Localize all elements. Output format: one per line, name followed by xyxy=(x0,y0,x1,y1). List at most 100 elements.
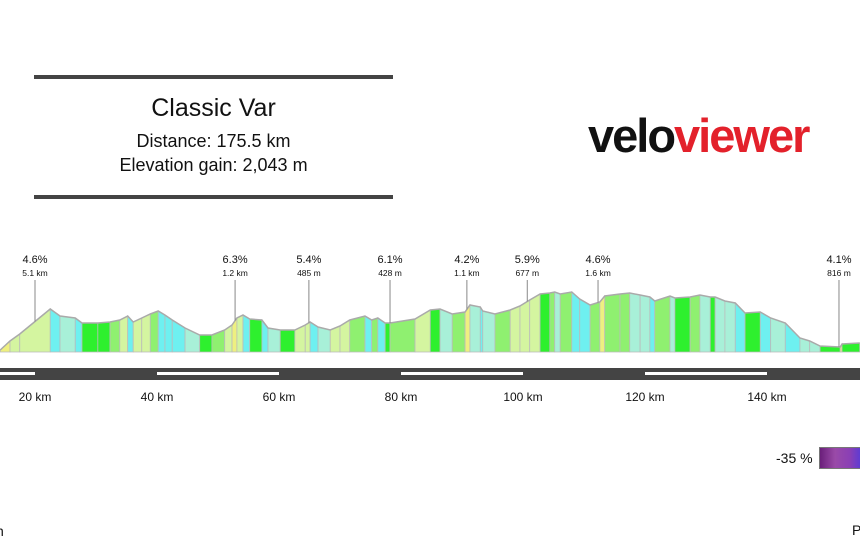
header-top-rule xyxy=(34,75,393,79)
profile-segment xyxy=(549,291,556,353)
profile-segment xyxy=(604,293,621,353)
x-tick-label: 120 km xyxy=(625,390,664,404)
climb-gradient-label: 6.1% xyxy=(377,254,402,266)
climb-length-label: 5.1 km xyxy=(22,268,48,278)
x-tick-label: 40 km xyxy=(141,390,174,404)
climb-length-label: 677 m xyxy=(515,268,539,278)
profile-segment xyxy=(414,309,431,353)
profile-segment xyxy=(784,322,801,353)
climb-gradient-label: 4.6% xyxy=(22,254,47,266)
climb-gradient-label: 4.2% xyxy=(454,254,479,266)
profile-segment xyxy=(97,321,111,353)
profile-segment xyxy=(529,293,541,353)
profile-segment xyxy=(714,296,726,353)
profile-segment xyxy=(482,310,496,353)
x-tick-label: 100 km xyxy=(503,390,542,404)
legend-gradient-bar xyxy=(819,447,860,469)
profile-segment xyxy=(699,294,711,353)
profile-segment xyxy=(119,315,129,353)
profile-segment xyxy=(689,294,701,353)
climb-gradient-label: 5.4% xyxy=(296,254,321,266)
profile-segment xyxy=(364,315,373,353)
climb-gradient-label: 4.6% xyxy=(585,254,610,266)
distance-bar-segment xyxy=(157,372,279,375)
profile-segment xyxy=(59,315,76,353)
profile-segment xyxy=(132,317,143,353)
profile-segment xyxy=(539,292,551,353)
profile-segment xyxy=(629,292,641,353)
profile-segment xyxy=(429,308,441,353)
profile-segment xyxy=(509,305,521,353)
climb-gradient-label: 5.9% xyxy=(515,254,540,266)
profile-segment xyxy=(770,317,786,353)
climb-gradient-label: 4.1% xyxy=(826,254,851,266)
profile-segment xyxy=(267,327,281,353)
profile-segment xyxy=(669,295,676,353)
climb-length-label: 1.6 km xyxy=(585,268,611,278)
profile-segment xyxy=(389,318,416,353)
profile-segment xyxy=(759,311,772,353)
profile-segment xyxy=(199,334,213,353)
profile-segment xyxy=(304,321,311,353)
profile-segment xyxy=(109,319,121,353)
veloviewer-logo: veloviewer xyxy=(588,108,810,163)
route-title: Classic Var xyxy=(151,94,276,122)
climb-length-label: 428 m xyxy=(378,268,402,278)
profile-segment xyxy=(809,340,821,353)
x-tick-label: 80 km xyxy=(385,390,418,404)
distance-bar-segment xyxy=(0,372,35,375)
profile-segment xyxy=(242,314,251,353)
route-elevation-gain: Elevation gain: 2,043 m xyxy=(119,155,308,175)
profile-segment xyxy=(371,317,379,353)
profile-segment xyxy=(559,291,573,353)
profile-segment xyxy=(451,311,466,353)
profile-segment xyxy=(519,299,531,353)
profile-segment xyxy=(724,300,736,353)
profile-segment xyxy=(599,294,606,353)
profile-segment xyxy=(494,309,511,353)
legend-min-label: -35 % xyxy=(776,450,813,466)
climb-length-label: 1.2 km xyxy=(222,268,248,278)
x-tick-label: 20 km xyxy=(19,390,52,404)
profile-segment xyxy=(734,302,746,353)
route-distance: Distance: 175.5 km xyxy=(136,131,291,151)
climb-length-label: 816 m xyxy=(827,268,851,278)
x-tick-label: 140 km xyxy=(747,390,786,404)
profile-segment xyxy=(469,304,481,353)
distance-bar-segment xyxy=(401,372,523,375)
profile-segment xyxy=(654,295,671,353)
profile-segment xyxy=(554,291,561,353)
profile-segment xyxy=(384,322,391,353)
profile-segment xyxy=(639,294,651,353)
distance-bar-segment xyxy=(645,372,767,375)
profile-segment xyxy=(439,308,453,353)
climb-length-label: 485 m xyxy=(297,268,321,278)
profile-segment xyxy=(744,311,761,353)
profile-segment xyxy=(141,313,151,353)
profile-segment xyxy=(81,322,99,353)
header-bottom-rule xyxy=(34,195,393,199)
profile-segment xyxy=(349,315,366,353)
profile-outline xyxy=(0,291,860,351)
profile-segment xyxy=(674,296,691,353)
profile-segment xyxy=(164,314,173,353)
cut-off-text-right: P xyxy=(852,522,860,538)
x-tick-label: 60 km xyxy=(263,390,296,404)
profile-segment xyxy=(589,301,601,353)
logo-velo: velo xyxy=(588,109,676,162)
climb-length-label: 1.1 km xyxy=(454,268,480,278)
profile-segment xyxy=(279,329,296,353)
profile-segment xyxy=(157,310,166,353)
profile-segment xyxy=(236,314,244,353)
profile-segment xyxy=(619,292,631,353)
profile-segment xyxy=(149,310,159,353)
profile-segment xyxy=(709,296,716,353)
profile-segment xyxy=(571,291,581,353)
profile-segment xyxy=(579,298,591,353)
logo-viewer: viewer xyxy=(674,109,810,162)
profile-segment xyxy=(317,326,331,353)
elevation-profile-chart: 20 km 40 km 60 km 80 km 100 km 120 km 140 km 4.… xyxy=(0,254,860,404)
cut-off-text-left: n xyxy=(0,523,4,539)
profile-segment xyxy=(249,318,263,353)
profile-segment xyxy=(649,296,656,353)
